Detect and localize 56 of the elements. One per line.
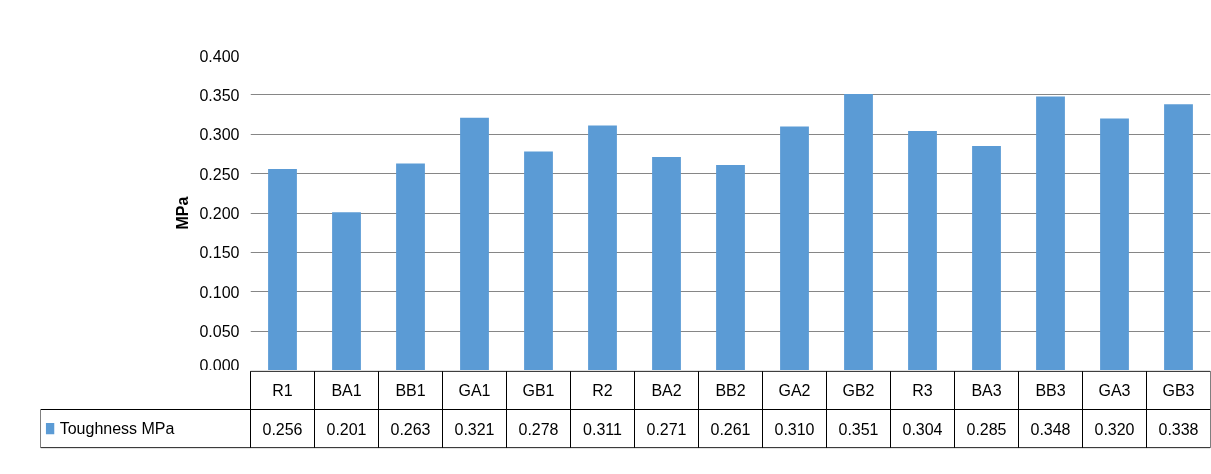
x-tick-label: BA1 xyxy=(331,381,362,399)
x-tick-label: R2 xyxy=(592,381,613,399)
y-tick-label: 0.400 xyxy=(199,47,240,65)
data-label: 0.348 xyxy=(1030,420,1071,438)
y-tick-label: 0.350 xyxy=(199,86,240,104)
y-tick-label: 0.150 xyxy=(199,244,240,262)
data-label: 0.278 xyxy=(518,420,559,438)
y-tick-label: 0.250 xyxy=(199,165,240,183)
bar xyxy=(332,212,361,370)
bar xyxy=(268,168,297,370)
data-label: 0.304 xyxy=(902,420,943,438)
data-label: 0.271 xyxy=(646,420,687,438)
data-label: 0.311 xyxy=(583,420,623,438)
y-tick-label: 0.000 xyxy=(199,356,240,374)
data-label: 0.338 xyxy=(1158,420,1199,438)
data-label: 0.256 xyxy=(262,420,303,438)
x-tick-label: R3 xyxy=(912,381,933,399)
data-label: 0.201 xyxy=(326,420,367,438)
y-axis-title: MPa xyxy=(174,196,192,230)
x-tick-label: BB3 xyxy=(1035,381,1066,399)
data-label: 0.263 xyxy=(390,420,431,438)
bar xyxy=(908,131,937,370)
bar xyxy=(1100,118,1129,370)
bar xyxy=(588,125,617,370)
y-tick-label: 0.100 xyxy=(199,283,240,301)
x-tick-label: GB2 xyxy=(842,381,875,399)
x-tick-label: R1 xyxy=(272,381,293,399)
bar xyxy=(1164,104,1193,370)
y-tick-label: 0.050 xyxy=(199,323,240,341)
data-label: 0.285 xyxy=(966,420,1007,438)
x-tick-label: GA3 xyxy=(1098,381,1131,399)
bar xyxy=(524,151,553,370)
y-tick-label: 0.300 xyxy=(199,126,240,144)
bar xyxy=(460,117,489,370)
x-tick-label: GA1 xyxy=(458,381,491,399)
x-tick-label: GB3 xyxy=(1162,381,1195,399)
x-tick-label: GB1 xyxy=(522,381,555,399)
y-tick-label: 0.200 xyxy=(199,205,240,222)
x-tick-label: BA2 xyxy=(651,381,682,399)
bar xyxy=(652,157,681,370)
data-label: 0.351 xyxy=(838,420,879,438)
data-label: 0.310 xyxy=(774,420,815,438)
bar xyxy=(972,146,1001,370)
bar xyxy=(844,94,873,370)
bar xyxy=(1036,96,1065,370)
bar xyxy=(396,163,425,370)
data-label: 0.320 xyxy=(1094,420,1135,438)
data-label: 0.261 xyxy=(710,420,751,438)
bar xyxy=(780,126,809,370)
legend-label: Toughness MPa xyxy=(59,420,175,438)
x-tick-label: BB2 xyxy=(715,381,746,399)
x-tick-label: BB1 xyxy=(395,381,426,399)
x-tick-label: GA2 xyxy=(778,381,811,399)
bar xyxy=(716,164,745,370)
data-label: 0.321 xyxy=(454,420,495,438)
x-tick-label: BA3 xyxy=(971,381,1002,399)
